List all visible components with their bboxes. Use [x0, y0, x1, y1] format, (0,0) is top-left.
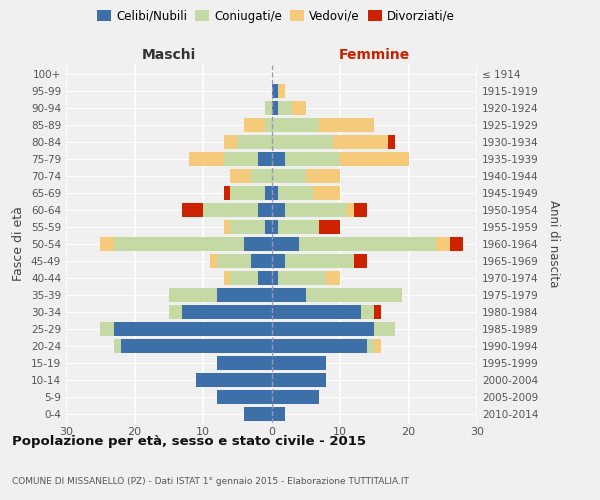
Bar	[388, 134, 395, 148]
Legend: Celibi/Nubili, Coniugati/e, Vedovi/e, Divorziati/e: Celibi/Nubili, Coniugati/e, Vedovi/e, Di…	[96, 8, 456, 24]
Bar	[374, 322, 395, 336]
Bar	[340, 152, 409, 166]
Bar	[361, 305, 374, 319]
Bar	[271, 134, 333, 148]
Bar	[258, 152, 271, 166]
Bar	[271, 407, 285, 421]
Bar	[230, 168, 251, 182]
Bar	[224, 271, 230, 285]
Bar	[285, 254, 354, 268]
Bar	[285, 152, 340, 166]
Bar	[114, 322, 271, 336]
Bar	[100, 322, 114, 336]
Bar	[271, 254, 285, 268]
Bar	[114, 339, 121, 353]
Bar	[190, 152, 224, 166]
Bar	[271, 152, 285, 166]
Bar	[271, 356, 326, 370]
Bar	[169, 305, 182, 319]
Bar	[217, 390, 271, 404]
Bar	[217, 254, 251, 268]
Bar	[278, 84, 285, 98]
Bar	[278, 186, 313, 200]
Bar	[306, 288, 401, 302]
Bar	[196, 373, 271, 387]
Bar	[244, 237, 271, 250]
Bar	[203, 202, 258, 216]
Bar	[306, 168, 340, 182]
Bar	[271, 237, 299, 250]
Bar	[230, 186, 265, 200]
Bar	[374, 339, 381, 353]
Bar	[224, 134, 237, 148]
Bar	[278, 271, 326, 285]
Bar	[285, 202, 347, 216]
Bar	[265, 220, 271, 234]
Bar	[278, 100, 292, 114]
Bar	[271, 168, 306, 182]
Bar	[319, 118, 374, 132]
Bar	[169, 288, 217, 302]
Bar	[265, 118, 271, 132]
Bar	[244, 407, 271, 421]
Bar	[265, 100, 271, 114]
Bar	[224, 220, 230, 234]
Bar	[271, 84, 278, 98]
Bar	[271, 305, 361, 319]
Bar	[271, 390, 319, 404]
Bar	[258, 202, 271, 216]
Bar	[258, 271, 271, 285]
Bar	[347, 202, 354, 216]
Y-axis label: Fasce di età: Fasce di età	[13, 206, 25, 281]
Bar	[271, 220, 278, 234]
Text: COMUNE DI MISSANELLO (PZ) - Dati ISTAT 1° gennaio 2015 - Elaborazione TUTTITALIA: COMUNE DI MISSANELLO (PZ) - Dati ISTAT 1…	[12, 477, 409, 486]
Bar	[333, 134, 388, 148]
Text: Maschi: Maschi	[142, 48, 196, 62]
Bar	[271, 118, 319, 132]
Bar	[100, 237, 114, 250]
Y-axis label: Anni di nascita: Anni di nascita	[547, 200, 560, 288]
Bar	[224, 152, 258, 166]
Bar	[271, 202, 285, 216]
Bar	[313, 186, 340, 200]
Bar	[237, 134, 271, 148]
Bar	[271, 288, 306, 302]
Bar	[114, 237, 244, 250]
Bar	[230, 220, 265, 234]
Bar	[354, 202, 367, 216]
Bar	[367, 339, 374, 353]
Bar	[271, 322, 374, 336]
Bar	[319, 220, 340, 234]
Bar	[217, 288, 271, 302]
Bar	[449, 237, 463, 250]
Bar	[224, 186, 230, 200]
Bar	[271, 186, 278, 200]
Bar	[436, 237, 449, 250]
Bar	[251, 168, 271, 182]
Bar	[251, 254, 271, 268]
Bar	[326, 271, 340, 285]
Bar	[121, 339, 271, 353]
Text: Femmine: Femmine	[338, 48, 410, 62]
Bar	[354, 254, 367, 268]
Bar	[210, 254, 217, 268]
Bar	[230, 271, 258, 285]
Bar	[182, 202, 203, 216]
Text: Popolazione per età, sesso e stato civile - 2015: Popolazione per età, sesso e stato civil…	[12, 434, 366, 448]
Bar	[271, 271, 278, 285]
Bar	[244, 118, 265, 132]
Bar	[265, 186, 271, 200]
Bar	[299, 237, 436, 250]
Bar	[271, 373, 326, 387]
Bar	[271, 339, 367, 353]
Bar	[278, 220, 319, 234]
Bar	[271, 100, 278, 114]
Bar	[217, 356, 271, 370]
Bar	[292, 100, 306, 114]
Bar	[374, 305, 381, 319]
Bar	[182, 305, 271, 319]
